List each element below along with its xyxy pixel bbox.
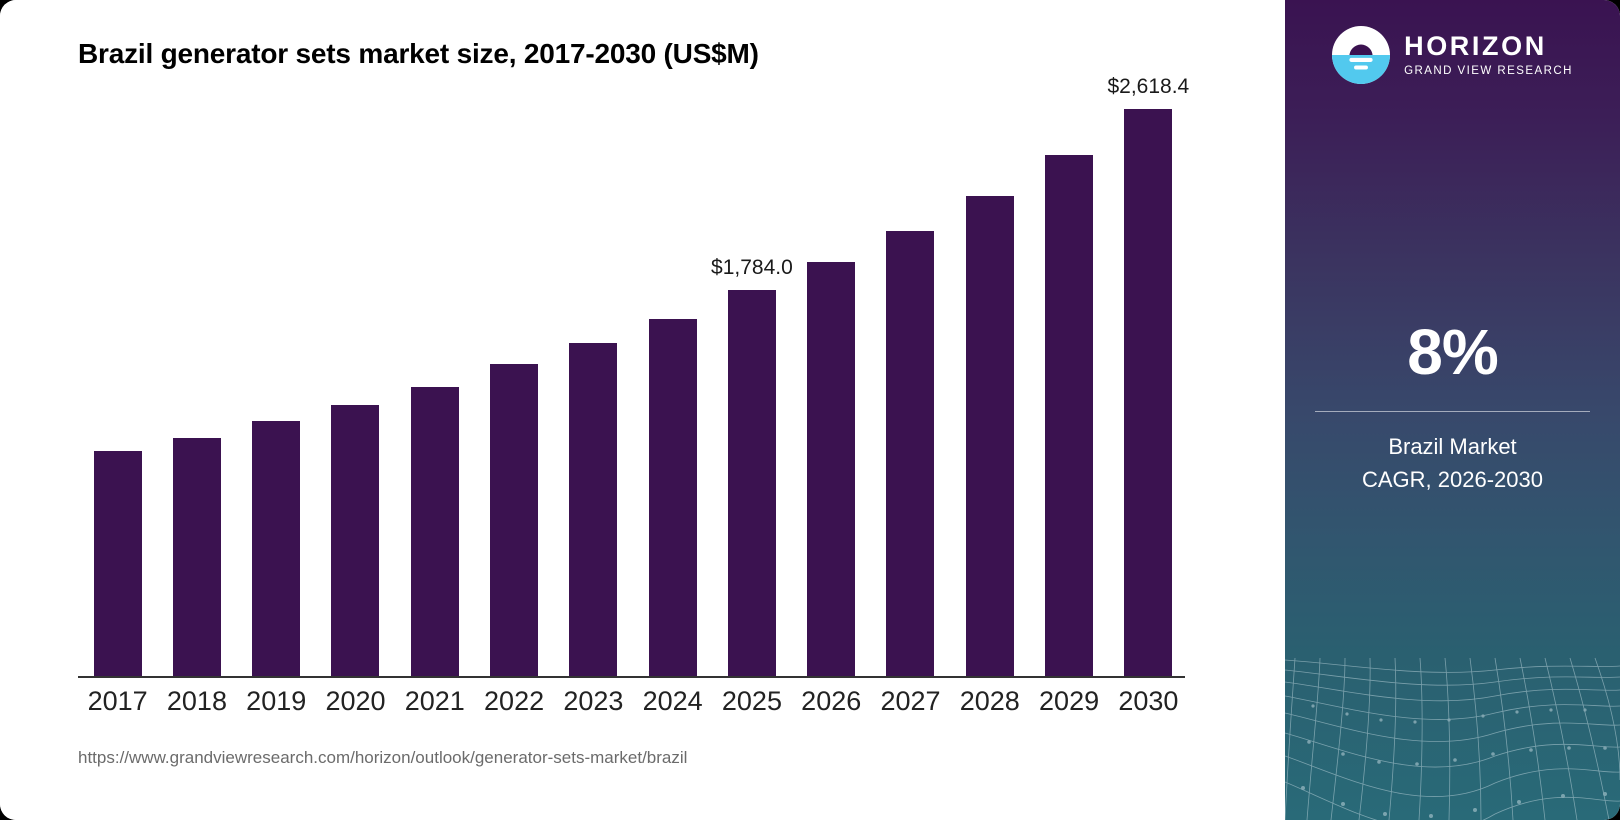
bar-slot [871,80,950,677]
x-tick-2029: 2029 [1039,686,1100,716]
bar-slot [1029,80,1108,677]
x-tick-2018: 2018 [166,686,227,716]
perspective-mesh-decoration [1285,657,1620,820]
bar-2021[interactable] [410,386,459,677]
x-tick-2017: 2017 [87,686,148,716]
bar-value-label-2025: $1,784.0 [711,255,793,279]
bar-slot [633,80,712,677]
x-tick-2030: 2030 [1118,686,1179,716]
x-tick-2022: 2022 [484,686,545,716]
x-tick-2027: 2027 [880,686,941,716]
bar-2027[interactable] [886,230,935,677]
x-axis-line [78,676,1185,678]
bar-2028[interactable] [965,195,1014,677]
x-tick-2019: 2019 [246,686,307,716]
chart-panel: Brazil generator sets market size, 2017-… [78,38,1190,767]
bar-2020[interactable] [331,405,380,677]
bar-slot [157,80,236,677]
cagr-stat-block: 8% Brazil Market CAGR, 2026-2030 [1315,320,1590,496]
bar-slot [316,80,395,677]
x-tick-2028: 2028 [959,686,1020,716]
bar-2018[interactable] [172,437,221,677]
bar-value-label-2030: $2,618.4 [1107,74,1190,98]
x-tick-2021: 2021 [404,686,465,716]
bar-slot [554,80,633,677]
bar-2025[interactable] [727,289,776,677]
x-tick-2020: 2020 [325,686,386,716]
x-tick-2023: 2023 [563,686,624,716]
brand-name: HORIZON [1404,30,1547,61]
x-tick-2024: 2024 [642,686,703,716]
brand-tagline: GRAND VIEW RESEARCH [1404,64,1573,77]
bar-slot [237,80,316,677]
bar-2023[interactable] [569,342,618,677]
bar-slot [474,80,553,677]
x-tick-2026: 2026 [801,686,862,716]
cagr-value: 8% [1407,316,1499,388]
stat-divider [1315,411,1590,412]
bar-2022[interactable] [490,364,539,677]
bar-slot: $1,784.0 [711,80,793,677]
bar-2019[interactable] [252,421,301,677]
bar-2030[interactable] [1124,108,1173,677]
bar-slot: $2,618.4 [1107,75,1189,677]
bar-plot-area: $1,784.0 $2,618.4 [78,75,1189,677]
cagr-caption-period: CAGR, 2026-2030 [1362,467,1543,492]
cagr-caption-market: Brazil Market [1388,434,1517,459]
bar-slot [792,80,871,677]
brand-logo: HORIZON GRAND VIEW RESEARCH [1285,26,1620,84]
source-url: https://www.grandviewresearch.com/horizo… [78,748,688,767]
bar-2024[interactable] [648,318,697,677]
bar-2026[interactable] [807,261,856,677]
x-tick-2025: 2025 [721,686,782,716]
chart-title: Brazil generator sets market size, 2017-… [78,38,759,69]
bar-slot [950,80,1029,677]
bar-2029[interactable] [1045,155,1094,677]
bar-slot [395,80,474,677]
brand-sidebar: HORIZON GRAND VIEW RESEARCH 8% Brazil Ma… [1285,0,1620,820]
horizon-sunrise-icon [1332,26,1391,84]
bar-2017[interactable] [93,451,142,677]
bar-slot [78,80,157,677]
